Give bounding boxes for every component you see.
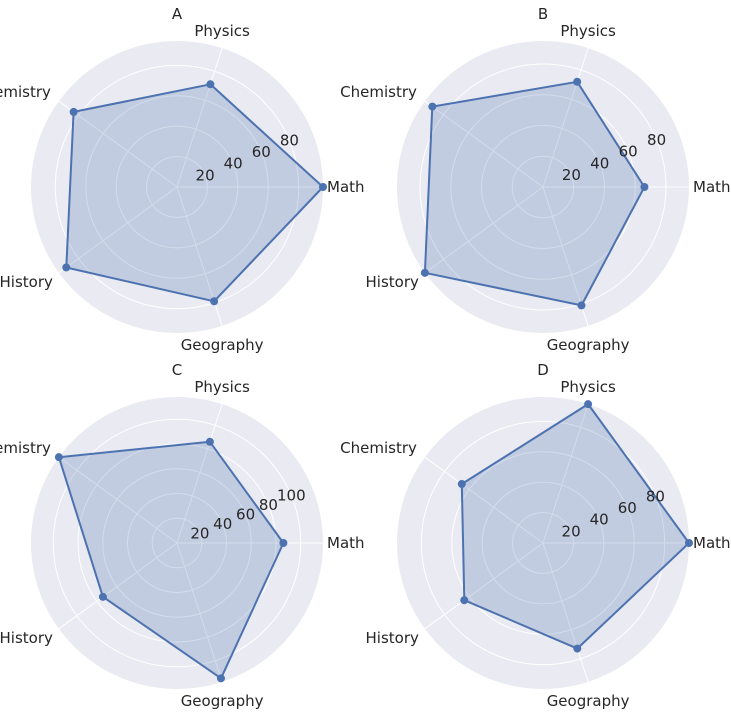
series-line xyxy=(57,440,285,680)
r-tick-label: 20 xyxy=(196,166,215,184)
grid-spoke xyxy=(542,47,589,188)
series-area xyxy=(66,84,324,302)
r-tick-label: 80 xyxy=(646,487,665,505)
category-label-geography: Geography xyxy=(547,692,630,710)
grid-spoke xyxy=(424,100,544,188)
category-label-chemistry: Chemistry xyxy=(0,439,51,457)
panel-title: A xyxy=(172,5,183,23)
data-point-physics xyxy=(206,80,215,89)
data-point-chemistry xyxy=(69,107,78,116)
data-point-physics xyxy=(573,77,582,86)
data-point-history xyxy=(460,596,469,605)
data-point-history xyxy=(420,268,429,277)
r-tick-label: 40 xyxy=(213,515,232,533)
r-tick-label: 40 xyxy=(590,511,609,529)
category-label-history: History xyxy=(0,629,53,647)
category-label-history: History xyxy=(366,273,419,291)
radar-panel-A: 20 40 60 80 Math Physics Chemistry History Geogr… xyxy=(0,5,365,354)
series-line xyxy=(65,83,324,303)
grid-spoke xyxy=(424,456,544,544)
data-point-geography xyxy=(210,297,219,306)
data-point-geography xyxy=(577,301,586,310)
data-point-physics xyxy=(584,400,593,409)
r-tick-label: 20 xyxy=(562,166,581,184)
r-tick-label: 80 xyxy=(259,496,278,514)
panel-title: C xyxy=(172,361,182,379)
series-line xyxy=(460,403,690,650)
category-label-geography: Geography xyxy=(181,336,264,354)
series-line xyxy=(423,80,646,307)
r-tick-label: 80 xyxy=(280,131,299,149)
r-tick-label: 60 xyxy=(618,499,637,517)
radar-panel-B: 20 40 60 80 Math Physics Chemistry History Geogr… xyxy=(340,5,730,354)
category-label-math: Math xyxy=(327,178,365,196)
grid-spoke xyxy=(542,403,589,544)
radar-panel-D: 20 40 60 80 Math Physics Chemistry History Geogr… xyxy=(340,361,730,710)
data-point-physics xyxy=(205,437,214,446)
category-label-chemistry: Chemistry xyxy=(340,439,417,457)
category-label-chemistry: Chemistry xyxy=(340,83,417,101)
category-label-math: Math xyxy=(693,534,731,552)
category-label-physics: Physics xyxy=(560,378,616,396)
category-label-geography: Geography xyxy=(181,692,264,710)
data-point-history xyxy=(62,263,71,272)
r-tick-label: 60 xyxy=(236,506,255,524)
category-label-math: Math xyxy=(693,178,731,196)
grid-spoke xyxy=(542,542,589,683)
r-tick-label: 80 xyxy=(647,131,666,149)
panel-title: B xyxy=(538,5,548,23)
data-point-chemistry xyxy=(54,453,63,462)
grid-spoke xyxy=(176,542,223,683)
r-tick-label: 100 xyxy=(277,487,306,505)
data-point-math xyxy=(685,539,693,547)
category-label-physics: Physics xyxy=(194,378,250,396)
grid-spoke xyxy=(58,456,178,544)
r-tick-label: 60 xyxy=(252,143,271,161)
r-tick-label: 20 xyxy=(190,525,209,543)
category-label-geography: Geography xyxy=(547,336,630,354)
category-label-history: History xyxy=(366,629,419,647)
grid-spoke xyxy=(424,542,544,630)
data-point-history xyxy=(98,592,107,601)
category-label-history: History xyxy=(0,273,53,291)
data-point-geography xyxy=(573,644,582,653)
category-label-math: Math xyxy=(327,534,365,552)
r-tick-label: 40 xyxy=(590,154,609,172)
panel-title: D xyxy=(537,361,549,379)
grid-spoke xyxy=(176,403,223,544)
series-area xyxy=(424,81,645,306)
series-area xyxy=(58,441,284,679)
category-label-physics: Physics xyxy=(560,22,616,40)
category-label-chemistry: Chemistry xyxy=(0,83,51,101)
grid-spoke xyxy=(58,100,178,188)
grid-spoke xyxy=(176,47,223,188)
data-point-geography xyxy=(216,674,225,683)
data-point-math xyxy=(279,539,288,547)
data-point-math xyxy=(640,183,649,191)
grid-spoke xyxy=(58,542,178,630)
data-point-chemistry xyxy=(457,480,466,489)
grid-spoke xyxy=(58,186,178,274)
grid-spoke xyxy=(424,186,544,274)
category-label-physics: Physics xyxy=(194,22,250,40)
data-point-chemistry xyxy=(428,102,437,111)
data-point-math xyxy=(319,183,327,191)
r-tick-label: 20 xyxy=(562,522,581,540)
r-tick-label: 40 xyxy=(224,155,243,173)
r-tick-label: 60 xyxy=(619,143,638,161)
